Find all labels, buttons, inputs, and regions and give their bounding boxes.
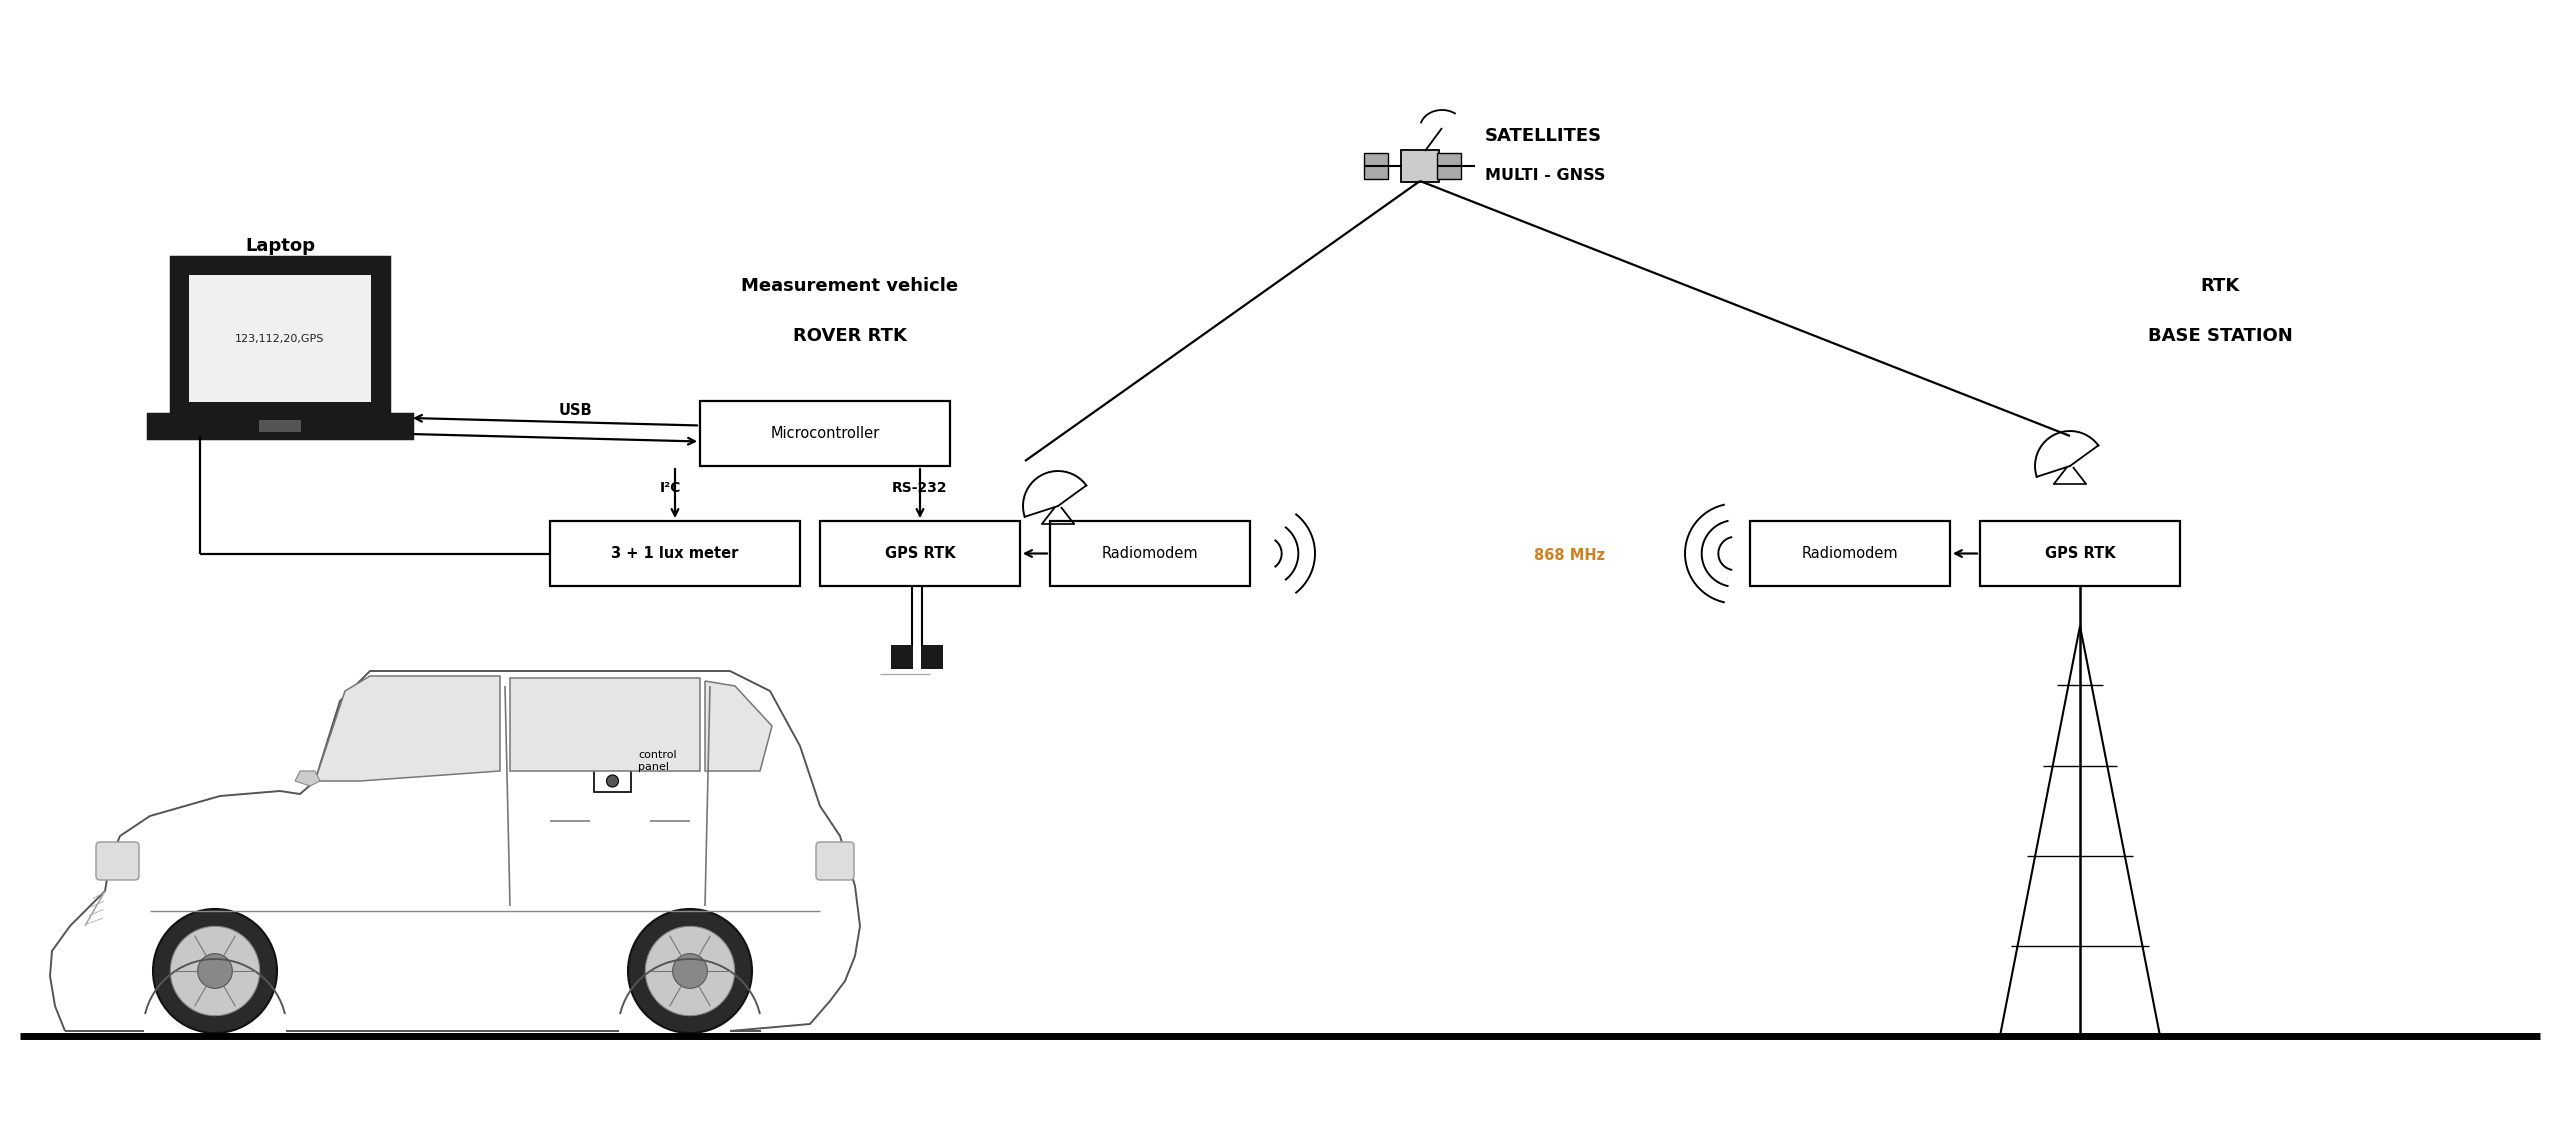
Polygon shape	[704, 681, 773, 771]
FancyBboxPatch shape	[259, 419, 302, 432]
Text: Microcontroller: Microcontroller	[771, 426, 881, 441]
FancyBboxPatch shape	[189, 275, 371, 402]
Text: ROVER RTK: ROVER RTK	[794, 327, 906, 345]
FancyBboxPatch shape	[1979, 521, 2181, 586]
FancyBboxPatch shape	[594, 730, 630, 792]
Text: Radiomodem: Radiomodem	[1802, 545, 1900, 562]
FancyBboxPatch shape	[1364, 154, 1388, 179]
Text: MULTI - GNSS: MULTI - GNSS	[1485, 168, 1605, 183]
Text: USB: USB	[558, 403, 591, 418]
Text: GPS RTK: GPS RTK	[2045, 545, 2115, 562]
Circle shape	[172, 926, 259, 1015]
Circle shape	[673, 953, 707, 988]
Text: GPS RTK: GPS RTK	[886, 545, 955, 562]
FancyBboxPatch shape	[1400, 150, 1439, 182]
FancyBboxPatch shape	[172, 257, 389, 419]
FancyBboxPatch shape	[819, 521, 1019, 586]
Circle shape	[607, 775, 620, 787]
Text: Radiomodem: Radiomodem	[1101, 545, 1198, 562]
Circle shape	[645, 926, 735, 1015]
Text: 3 + 1 lux meter: 3 + 1 lux meter	[612, 545, 740, 562]
FancyBboxPatch shape	[922, 645, 942, 669]
Text: 123,112,20,GPS: 123,112,20,GPS	[236, 333, 325, 344]
Polygon shape	[315, 676, 499, 782]
Polygon shape	[294, 771, 320, 786]
Text: RTK: RTK	[2202, 277, 2240, 295]
Text: SATELLITES: SATELLITES	[1485, 127, 1603, 146]
FancyBboxPatch shape	[1436, 154, 1462, 179]
Circle shape	[627, 909, 753, 1033]
Circle shape	[607, 758, 620, 770]
Circle shape	[154, 909, 276, 1033]
FancyBboxPatch shape	[891, 645, 914, 669]
Text: control
panel: control panel	[637, 751, 676, 771]
Polygon shape	[509, 678, 699, 771]
Text: Measurement vehicle: Measurement vehicle	[742, 277, 957, 295]
FancyBboxPatch shape	[1050, 521, 1249, 586]
FancyBboxPatch shape	[699, 401, 950, 466]
FancyBboxPatch shape	[817, 842, 855, 880]
Text: Laptop: Laptop	[246, 237, 315, 256]
Text: RS-232: RS-232	[893, 481, 947, 495]
Circle shape	[607, 741, 620, 753]
Text: BASE STATION: BASE STATION	[2148, 327, 2291, 345]
FancyBboxPatch shape	[550, 521, 801, 586]
FancyBboxPatch shape	[1751, 521, 1951, 586]
FancyBboxPatch shape	[97, 842, 138, 880]
Text: I²C: I²C	[660, 481, 681, 495]
Text: 868 MHz: 868 MHz	[1533, 549, 1605, 564]
FancyBboxPatch shape	[148, 414, 412, 438]
Circle shape	[197, 953, 233, 988]
